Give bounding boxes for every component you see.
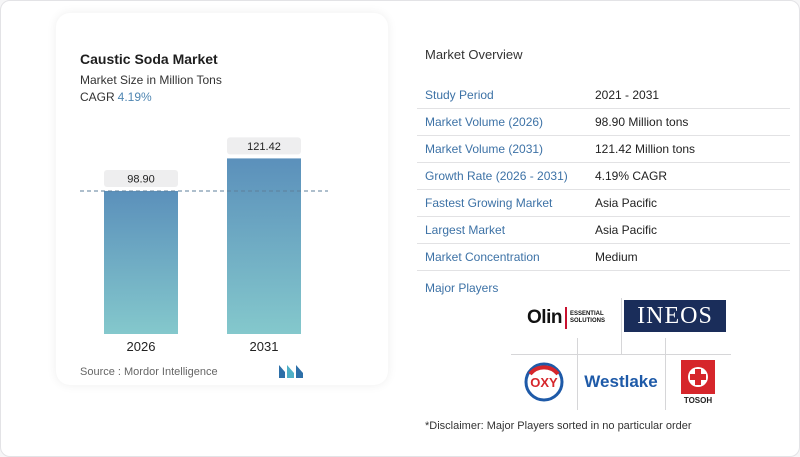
oxy-circle-icon [524,362,564,402]
grid-divider [511,354,731,355]
row-value: Asia Pacific [595,196,658,210]
mordor-intelligence-logo-icon [279,365,303,378]
cagr-label: CAGR [80,90,115,104]
disclaimer-note: *Disclaimer: Major Players sorted in no … [425,420,692,432]
tosoh-emblem-icon [681,359,715,394]
westlake-wordmark: Westlake [584,372,658,391]
bar-2026 [104,190,178,334]
bar-2031 [227,158,301,334]
olin-divider [564,307,567,329]
olin-logo: Olin ESSENTIAL SOLUTIONS [513,302,619,334]
olin-tagline: ESSENTIAL SOLUTIONS [570,311,605,325]
chart-title: Caustic Soda Market [80,51,218,67]
chart-subtitle: Market Size in Million Tons [80,73,222,87]
overview-row-concentration: Market Concentration Medium [417,244,790,271]
major-players-label: Major Players [425,281,499,295]
value-label: 98.90 [127,173,155,185]
overview-row-fastest-growing: Fastest Growing Market Asia Pacific [417,190,790,217]
x-tick-label: 2031 [250,339,279,354]
market-size-card: Caustic Soda Market Market Size in Milli… [56,13,388,385]
tosoh-logo: TOSOH [673,356,723,408]
olin-wordmark: Olin [527,307,562,328]
overview-table: Study Period 2021 - 2031 Market Volume (… [417,82,790,271]
tosoh-wordmark: TOSOH [683,395,713,405]
overview-row-growth-rate: Growth Rate (2026 - 2031) 4.19% CAGR [417,163,790,190]
ineos-wordmark: INEOS [637,302,713,329]
x-tick-label: 2026 [127,339,156,354]
row-value: 4.19% CAGR [595,169,668,183]
overview-row-volume-2031: Market Volume (2031) 121.42 Million tons [417,136,790,163]
row-value: Asia Pacific [595,223,658,237]
bar-chart: 98.90 2026 121.42 2031 [80,137,328,354]
row-key: Growth Rate (2026 - 2031) [425,169,568,183]
olin-tagline-line1: ESSENTIAL [569,311,604,317]
grid-divider [621,298,622,354]
olin-tagline-line2: SOLUTIONS [569,318,605,324]
cagr-line: CAGR 4.19% [80,90,152,104]
row-key: Market Volume (2031) [425,142,544,156]
cagr-value: 4.19% [117,90,152,104]
grid-divider [665,338,666,410]
source-note: Source : Mordor Intelligence [80,366,218,378]
row-value: 121.42 Million tons [595,142,696,156]
row-key: Market Concentration [425,250,540,264]
oxy-wordmark: OXY [530,374,558,390]
overview-row-study-period: Study Period 2021 - 2031 [417,82,790,109]
row-value: Medium [595,250,638,264]
value-label-bg [227,137,301,155]
row-value: 2021 - 2031 [595,88,660,102]
row-key: Fastest Growing Market [425,196,553,210]
row-value: 98.90 Million tons [595,115,689,129]
major-players-grid: Olin ESSENTIAL SOLUTIONS INEOS OXY Westl… [511,298,731,410]
overview-row-volume-2026: Market Volume (2026) 98.90 Million tons [417,109,790,136]
market-overview-title: Market Overview [425,47,523,62]
ineos-logo: INEOS [624,300,726,332]
tosoh-cross-icon [688,366,708,387]
oxy-logo: OXY [517,358,571,406]
row-key: Largest Market [425,223,506,237]
row-key: Market Volume (2026) [425,115,544,129]
value-label: 121.42 [247,141,281,153]
grid-divider [577,338,578,410]
westlake-logo: Westlake [579,358,663,406]
overview-row-largest-market: Largest Market Asia Pacific [417,217,790,244]
row-key: Study Period [425,88,494,102]
value-label-bg [104,169,178,187]
